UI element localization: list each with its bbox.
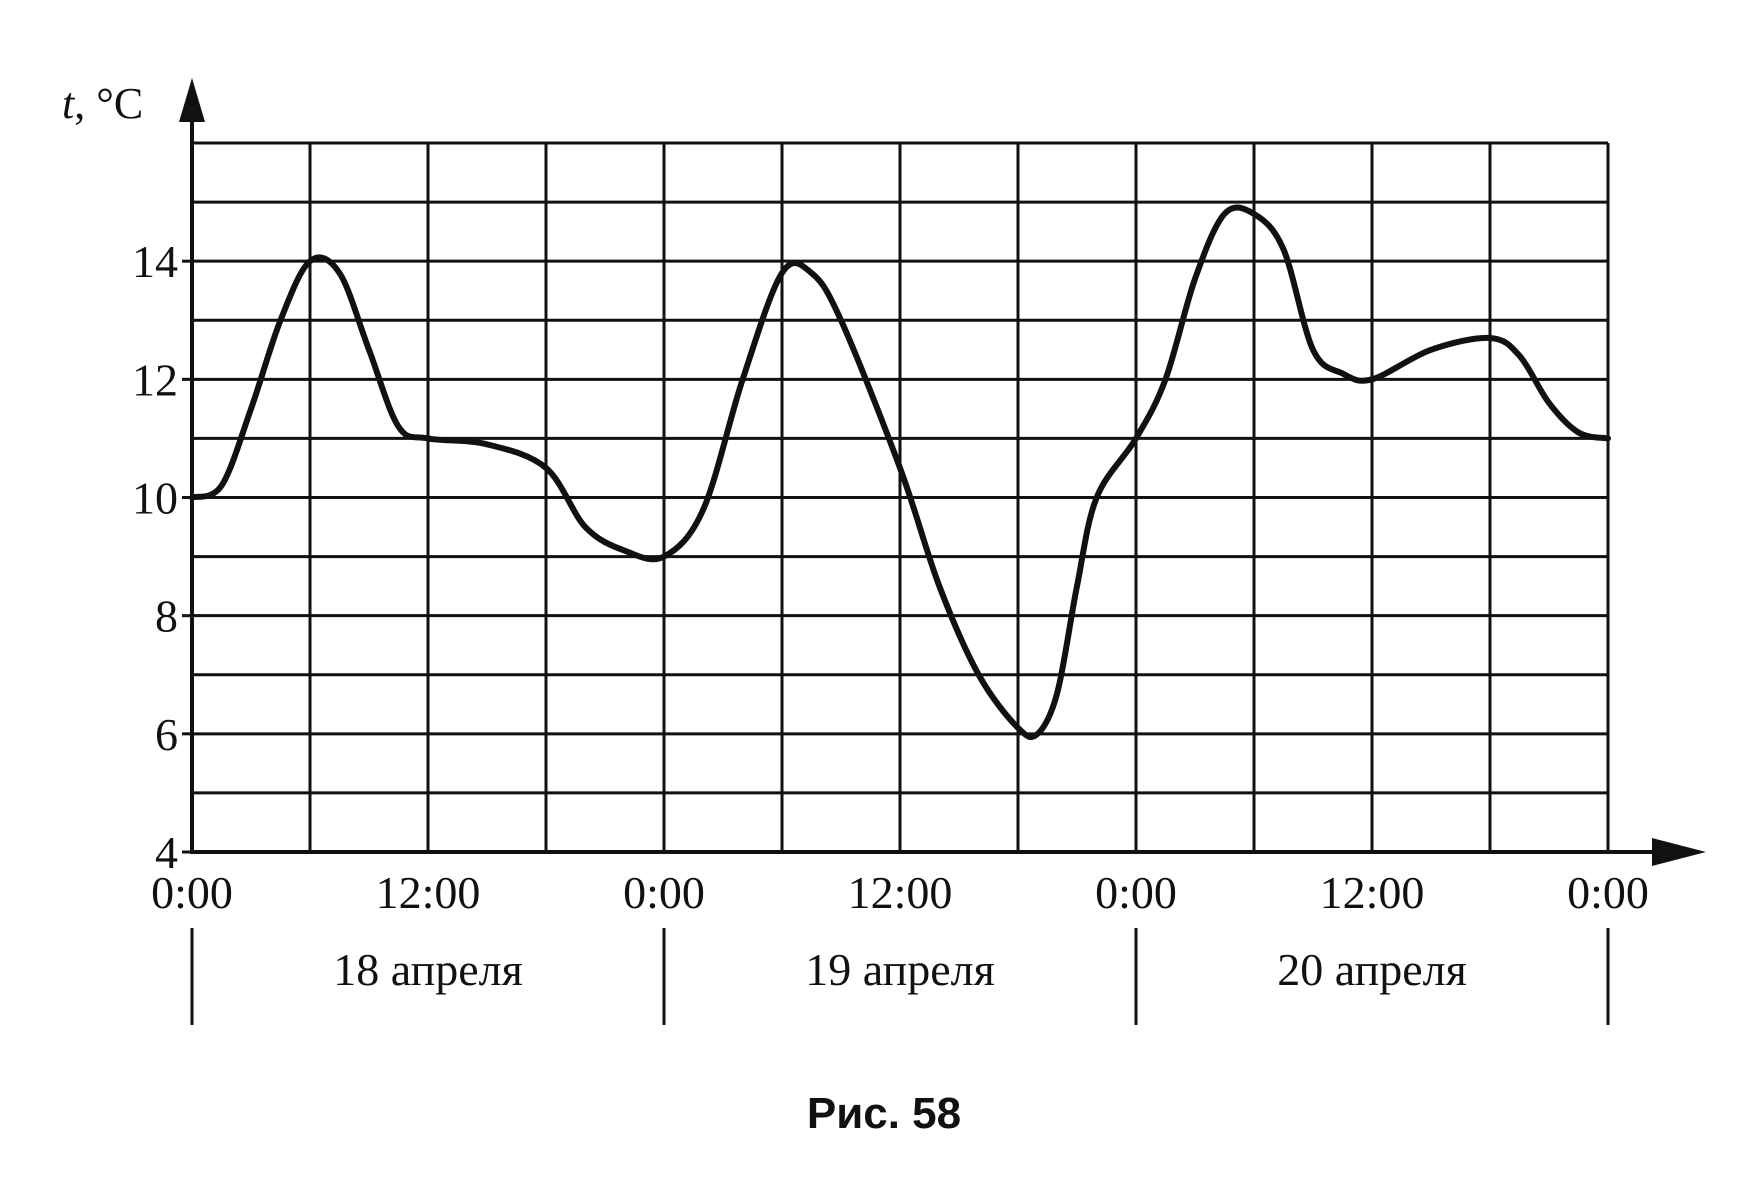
y-tick-label: 8 <box>155 591 178 642</box>
x-tick-label: 0:00 <box>1095 867 1177 918</box>
y-axis-label: t, °C <box>62 79 143 128</box>
y-tick-label: 4 <box>155 827 178 878</box>
x-tick-label: 0:00 <box>623 867 705 918</box>
y-axis-arrow <box>179 78 205 122</box>
day-label: 18 апреля <box>333 944 522 995</box>
y-axis-label-unit: , °C <box>74 79 143 128</box>
temperature-line <box>189 204 1611 741</box>
day-label: 20 апреля <box>1277 944 1466 995</box>
x-tick-label: 0:00 <box>1567 867 1649 918</box>
x-axis-arrow <box>1652 838 1706 866</box>
x-tick-label: 12:00 <box>848 867 953 918</box>
y-tick-label: 6 <box>155 709 178 760</box>
y-tick-labels: 4 6 8 10 12 14 <box>132 236 192 878</box>
x-tick-label: 0:00 <box>151 867 233 918</box>
x-tick-label: 12:00 <box>376 867 481 918</box>
axes <box>179 78 1706 866</box>
x-tick-label: 12:00 <box>1320 867 1425 918</box>
day-label: 19 апреля <box>805 944 994 995</box>
y-axis-label-variable: t <box>62 79 76 128</box>
y-tick-label: 10 <box>132 473 178 524</box>
day-labels: 18 апреля 19 апреля 20 апреля <box>190 928 1610 1025</box>
y-tick-label: 12 <box>132 354 178 405</box>
series-group <box>189 204 1611 741</box>
grid <box>190 141 1610 852</box>
y-tick-label: 14 <box>132 236 178 287</box>
figure-caption: Рис. 58 <box>807 1089 961 1138</box>
x-tick-labels: 0:00 12:00 0:00 12:00 0:00 12:00 0:00 <box>151 867 1649 918</box>
